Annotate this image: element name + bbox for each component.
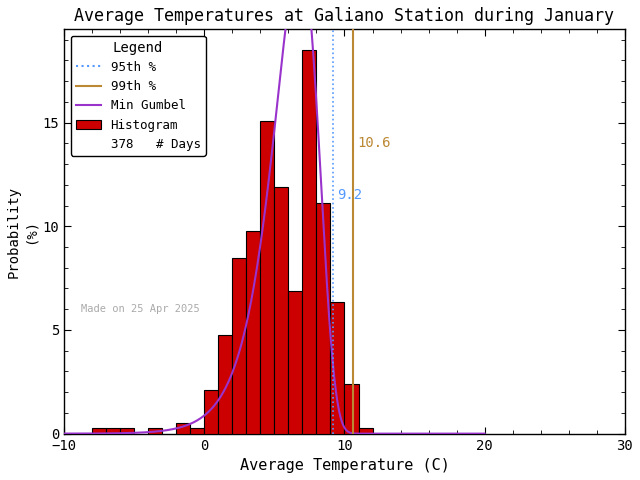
Bar [330,302,344,433]
Text: 10.6: 10.6 [357,136,390,150]
Bar [204,390,218,433]
Bar [232,258,246,433]
Text: 9.2: 9.2 [337,188,363,202]
Bar [275,187,289,433]
Text: Made on 25 Apr 2025: Made on 25 Apr 2025 [81,304,200,314]
Bar [246,230,260,433]
Title: Average Temperatures at Galiano Station during January: Average Temperatures at Galiano Station … [74,7,614,25]
Bar [92,428,106,433]
Bar [190,428,204,433]
Bar [218,335,232,433]
Bar [148,428,163,433]
Bar [316,203,330,433]
Bar [303,49,316,433]
Bar [344,384,358,433]
Bar [120,428,134,433]
Legend: 95th %, 99th %, Min Gumbel, Histogram, 378   # Days: 95th %, 99th %, Min Gumbel, Histogram, 3… [70,36,205,156]
Bar [358,428,372,433]
Bar [106,428,120,433]
Bar [260,121,275,433]
X-axis label: Average Temperature (C): Average Temperature (C) [239,458,449,473]
Bar [177,423,190,433]
Y-axis label: Probability
(%): Probability (%) [7,185,37,277]
Bar [289,291,303,433]
